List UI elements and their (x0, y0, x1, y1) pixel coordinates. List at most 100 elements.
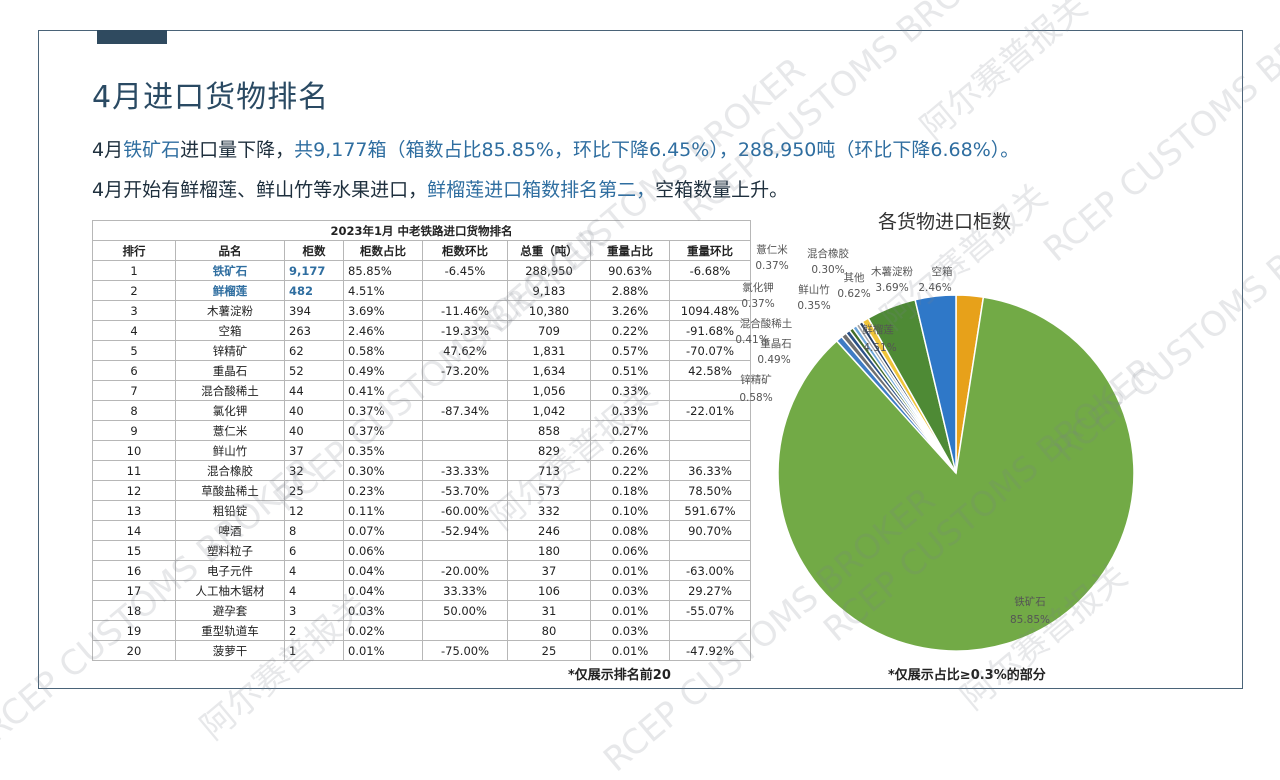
table-cell: 0.03% (343, 600, 423, 621)
table-cell: 0.11% (343, 500, 423, 521)
table-row: 9 薏仁米 40 0.37% 858 0.27% (92, 420, 751, 441)
table-cell: 电子元件 (175, 560, 285, 581)
table-header-cell: 重量占比 (590, 240, 670, 261)
table-cell: 6 (92, 360, 176, 381)
table-cell: 36.33% (669, 460, 751, 481)
table-cell: 4 (284, 580, 344, 601)
table-cell: -91.68% (669, 320, 751, 341)
slice-label: 重晶石 (760, 337, 792, 350)
slice-label: 木薯淀粉 (871, 265, 913, 278)
table-cell: 573 (507, 480, 591, 501)
slice-label: 混合酸稀土 (740, 317, 793, 330)
table-cell: 12 (92, 480, 176, 501)
table-cell: 2 (92, 280, 176, 301)
table-cell: 0.26% (590, 440, 670, 461)
table-row: 16 电子元件 4 0.04% -20.00% 37 0.01% -63.00% (92, 560, 751, 581)
ranking-table: 2023年1月 中老铁路进口货物排名 排行 品名 柜数 柜数占比 柜数环比 总重（吨） 重量… (92, 220, 751, 661)
table-cell: -60.00% (422, 500, 508, 521)
table-cell: 1,634 (507, 360, 591, 381)
table-cell: 3 (92, 300, 176, 321)
slice-percent-label: 0.37% (741, 298, 774, 310)
table-row: 15 塑料粒子 6 0.06% 180 0.06% (92, 540, 751, 561)
pie-slice (914, 294, 957, 474)
table-cell: 6 (284, 540, 344, 561)
table-cell: 52 (284, 360, 344, 381)
table-cell: 0.08% (590, 520, 670, 541)
table-cell: 9,183 (507, 280, 591, 301)
table-cell: 4 (92, 320, 176, 341)
table-cell: 0.06% (343, 540, 423, 561)
table-cell: 5 (92, 340, 176, 361)
slice-percent-label: 4.51% (863, 342, 896, 354)
table-cell: -87.34% (422, 400, 508, 421)
summary-line-1: 4月铁矿石进口量下降，共9,177箱（箱数占比85.85%，环比下降6.45%）… (92, 135, 1019, 162)
slice-percent-label: 0.41% (735, 334, 768, 346)
table-cell: 0.18% (590, 480, 670, 501)
table-row: 2 鲜榴莲 482 4.51% 9,183 2.88% (92, 280, 751, 301)
table-cell: 薏仁米 (175, 420, 285, 441)
table-cell (422, 420, 508, 441)
table-cell: 9,177 (284, 260, 344, 281)
table-cell: 8 (92, 400, 176, 421)
table-cell: 啤酒 (175, 520, 285, 541)
table-cell: 180 (507, 540, 591, 561)
summary-l1-b: 铁矿石 (123, 139, 181, 161)
table-cell: 0.02% (343, 620, 423, 641)
table-row: 10 鲜山竹 37 0.35% 829 0.26% (92, 440, 751, 461)
table-cell: 263 (284, 320, 344, 341)
table-cell: 氯化钾 (175, 400, 285, 421)
summary-l2-b: 鲜榴莲进口箱数排名第二， (427, 179, 656, 201)
table-cell: 50.00% (422, 600, 508, 621)
table-cell: -11.46% (422, 300, 508, 321)
table-cell: 0.01% (343, 640, 423, 661)
table-cell: -73.20% (422, 360, 508, 381)
table-cell: 0.06% (590, 540, 670, 561)
table-cell: 混合橡胶 (175, 460, 285, 481)
table-cell: 0.33% (590, 400, 670, 421)
table-cell: 0.49% (343, 360, 423, 381)
summary-l1-d: 共9,177箱（箱数占比85.85%，环比下降6.45%），288,950吨（环… (294, 139, 1020, 161)
table-row: 5 锌精矿 62 0.58% 47.62% 1,831 0.57% -70.07% (92, 340, 751, 361)
table-header-cell: 排行 (92, 240, 176, 261)
table-cell: 粗铅锭 (175, 500, 285, 521)
table-cell: 0.01% (590, 600, 670, 621)
table-row: 19 重型轨道车 2 0.02% 80 0.03% (92, 620, 751, 641)
slice-label: 鲜山竹 (798, 283, 830, 296)
table-cell: 1 (284, 640, 344, 661)
table-cell (422, 620, 508, 641)
table-cell: 829 (507, 440, 591, 461)
table-row: 7 混合酸稀土 44 0.41% 1,056 0.33% (92, 380, 751, 401)
table-cell: 17 (92, 580, 176, 601)
table-cell: 0.01% (590, 640, 670, 661)
table-cell: 90.63% (590, 260, 670, 281)
table-cell: 人工柚木锯材 (175, 580, 285, 601)
slice-label: 其他 (844, 271, 865, 284)
table-cell: 9 (92, 420, 176, 441)
table-cell: 246 (507, 520, 591, 541)
table-cell: 29.27% (669, 580, 751, 601)
table-cell (422, 440, 508, 461)
table-cell: 14 (92, 520, 176, 541)
slice-percent-label: 85.85% (1010, 614, 1050, 626)
table-cell: 1,831 (507, 340, 591, 361)
table-cell: 1 (92, 260, 176, 281)
table-cell: 2.88% (590, 280, 670, 301)
table-cell: 37 (284, 440, 344, 461)
slice-percent-label: 0.58% (739, 392, 772, 404)
table-cell: 11 (92, 460, 176, 481)
table-cell: 0.33% (590, 380, 670, 401)
table-cell: 12 (284, 500, 344, 521)
table-cell: 106 (507, 580, 591, 601)
summary-l2-a: 4月开始有鲜榴莲、鲜山竹等水果进口， (92, 179, 428, 201)
table-cell: 10 (92, 440, 176, 461)
table-cell: 709 (507, 320, 591, 341)
table-cell: 40 (284, 420, 344, 441)
table-cell (422, 380, 508, 401)
table-cell: 288,950 (507, 260, 591, 281)
table-cell: 0.41% (343, 380, 423, 401)
table-cell: 7 (92, 380, 176, 401)
table-cell: 47.62% (422, 340, 508, 361)
table-cell: 713 (507, 460, 591, 481)
table-cell: 鲜山竹 (175, 440, 285, 461)
slice-label: 氯化钾 (742, 281, 774, 294)
